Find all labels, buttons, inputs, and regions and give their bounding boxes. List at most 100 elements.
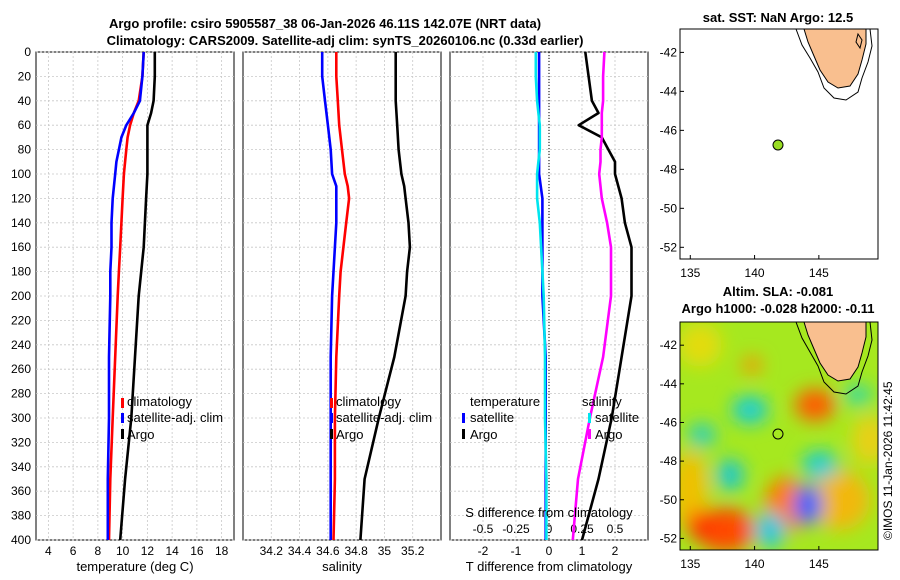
x-tick-label: 35.2 [401,544,425,558]
x-tick-label: 18 [215,544,229,558]
sla-blob [802,451,838,479]
depth-tick-label: 380 [11,509,31,523]
map-y-tick-label: -52 [660,531,678,545]
legend-label-satellite: satellite-adj. clim [336,410,432,425]
legend-label-climatology: climatology [127,394,193,409]
altimetry-map-content [680,322,878,550]
altimetry-tasmania-land [803,322,867,382]
depth-tick-label: 320 [11,435,31,449]
tick-layer: 0204060801001201401601802002202402602803… [11,45,624,558]
s-difference-xlabel: S difference from climatology [465,505,633,520]
map-y-tick-label: -46 [660,415,678,429]
depth-tick-label: 80 [18,143,32,157]
x-tick-label: 6 [70,544,77,558]
series-layer [106,51,633,541]
sla-blob [844,385,872,405]
altimetry-map-title-line2: Argo h1000: -0.028 h2000: -0.11 [682,301,875,316]
sla-blob [688,423,716,447]
sst-map-island [855,32,863,50]
x-tick-label: 34.4 [288,544,312,558]
sla-blob [716,459,744,491]
legend-label-t-satellite: satellite [470,410,514,425]
map-y-tick-label: -50 [660,493,678,507]
x-tick-label: -1 [511,544,522,558]
sst-map-content [772,29,873,151]
difference-xlabel: T difference from climatology [466,559,633,574]
map-x-tick-label: 135 [680,266,700,280]
legend-swatch-s-argo [588,429,591,439]
sst-map-argo-position [772,139,784,151]
x-tick-label: 16 [190,544,204,558]
series-line [577,51,633,541]
x2-tick-label: 0.25 [570,522,594,536]
difference-legend-salinity: salinity satellite Argo [582,394,639,442]
legend-swatch-climatology [330,398,333,408]
series-line [106,51,145,540]
legend-swatch-t-argo [462,429,465,439]
map-y-tick-label: -48 [660,454,678,468]
legend-label-t-argo: Argo [470,427,497,442]
x2-tick-label: 0.5 [607,522,624,536]
legend-swatch-satellite [330,413,333,423]
depth-tick-label: 220 [11,313,31,327]
map-x-tick-label: 140 [745,266,765,280]
x-tick-label: 8 [95,544,102,558]
imos-watermark: ©IMOS 11-Jan-2026 11:42:45 [881,381,895,540]
series-line [359,52,412,541]
legend-label-argo: Argo [336,427,363,442]
x-tick-label: 1 [579,544,586,558]
legend-label-s-satellite: satellite [595,410,639,425]
map-y-tick-label: -44 [660,84,678,98]
depth-tick-label: 180 [11,265,31,279]
sst-map-tasmania-land [803,29,867,89]
x-tick-label: 35 [378,544,392,558]
sla-blob [680,450,708,530]
legend-swatch-argo [121,429,124,439]
depth-tick-label: 140 [11,216,31,230]
sst-map-title: sat. SST: NaN Argo: 12.5 [703,10,854,25]
map-y-tick-label: -46 [660,123,678,137]
map-y-tick-label: -42 [660,338,678,352]
legend-title-salinity: salinity [582,394,622,409]
x-tick-label: 0 [546,544,553,558]
figure-title-line1: Argo profile: csiro 5905587_38 06-Jan-20… [109,16,541,31]
x2-tick-label: -0.5 [473,522,494,536]
x-tick-label: 4 [45,544,52,558]
x2-tick-label: 0 [546,522,553,536]
legend-swatch-t-satellite [462,413,465,423]
x-tick-label: 12 [141,544,155,558]
x-tick-label: 14 [165,544,179,558]
altimetry-argo-position [772,428,784,440]
series-line [534,52,548,540]
salinity-xlabel: salinity [322,559,362,574]
map-x-tick-label: 145 [809,266,829,280]
series-line [571,51,613,541]
depth-tick-label: 280 [11,387,31,401]
x-tick-label: 34.2 [260,544,284,558]
map-y-tick-label: -42 [660,45,678,59]
series-line [332,52,351,541]
sst-map-ticks: 135 140 145 -42 -44 -46 -48 -50 -52 [660,45,830,280]
legend-swatch-s-satellite [588,413,591,423]
map-x-tick-label: 145 [809,557,829,571]
series-line [118,52,157,541]
sla-blob [794,485,822,525]
map-x-tick-label: 135 [680,557,700,571]
legend-label-climatology: climatology [336,394,402,409]
sst-map-bathymetry-contour [795,29,873,101]
map-x-tick-label: 140 [745,557,765,571]
legend-label-s-argo: Argo [595,427,622,442]
depth-tick-label: 360 [11,484,31,498]
sla-blob [742,357,762,373]
map-y-tick-label: -44 [660,377,678,391]
depth-tick-label: 120 [11,191,31,205]
altimetry-map-title-line1: Altim. SLA: -0.081 [723,284,834,299]
map-y-tick-label: -50 [660,201,678,215]
legend-swatch-climatology [121,398,124,408]
altimetry-anomaly-field [680,323,878,550]
sla-blob [680,323,722,367]
sla-blob [852,415,878,465]
depth-tick-label: 400 [11,533,31,547]
depth-tick-label: 160 [11,240,31,254]
depth-tick-label: 100 [11,167,31,181]
